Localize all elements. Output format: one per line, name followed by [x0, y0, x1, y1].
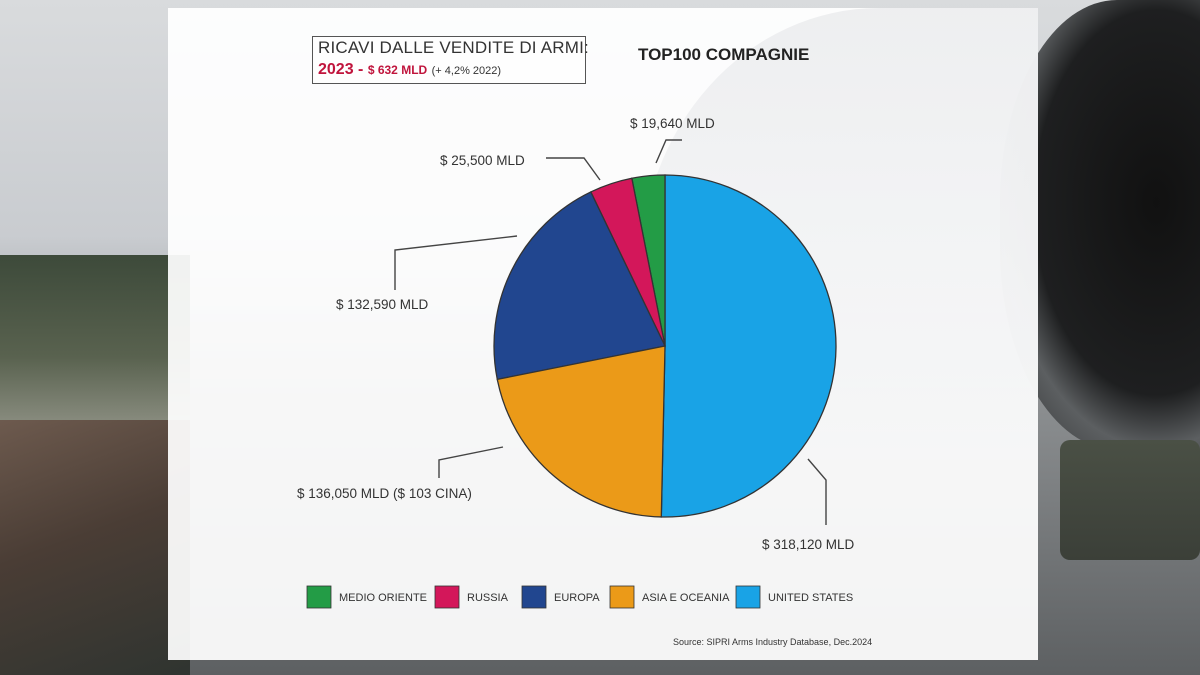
header-subtitle: 2023 - $ 632 MLD (+ 4,2% 2022) — [318, 61, 501, 79]
tank-left — [0, 420, 190, 675]
vehicle-right — [1060, 440, 1200, 560]
tree-line — [0, 255, 190, 425]
pie-slice-europa — [493, 191, 666, 381]
header-box — [312, 36, 586, 84]
leader-line-medio-oriente — [655, 139, 682, 164]
legend-label-europa: EUROPA — [554, 592, 600, 604]
leader-line-russia — [546, 157, 601, 181]
leader-line-united-states — [807, 458, 827, 525]
legend: MEDIO ORIENTE RUSSIA EUROPA ASIA E OCEANIA U… — [306, 585, 853, 609]
header-title: RICAVI DALLE VENDITE DI ARMI: — [318, 38, 589, 57]
header-delta: (+ 4,2% 2022) — [431, 65, 502, 77]
pie-slice-asia-e-oceania — [496, 345, 666, 518]
slice-label-medio-oriente: $ 19,640 MLD — [630, 116, 715, 131]
legend-label-united-states: UNITED STATES — [768, 592, 853, 604]
leader-lines — [394, 139, 827, 525]
legend-swatch-russia — [434, 585, 460, 609]
legend-swatch-asia-e-oceania — [609, 585, 635, 609]
legend-swatch-medio-oriente — [306, 585, 332, 609]
slice-label-russia: $ 25,500 MLD — [440, 153, 525, 168]
legend-label-medio-oriente: MEDIO ORIENTE — [339, 592, 427, 604]
legend-label-asia-e-oceania: ASIA E OCEANIA — [642, 592, 730, 604]
chart-title: TOP100 COMPAGNIE — [638, 45, 810, 64]
pie-slice-united-states — [660, 174, 837, 518]
leader-line-asia-e-oceania — [438, 446, 504, 478]
slice-label-europa: $ 132,590 MLD — [336, 297, 429, 312]
header-year: 2023 - — [318, 61, 364, 78]
pie-slices — [493, 174, 837, 518]
legend-swatch-united-states — [735, 585, 761, 609]
legend-swatch-europa — [521, 585, 547, 609]
leader-line-europa — [394, 235, 518, 290]
slice-label-united-states: $ 318,120 MLD — [762, 537, 855, 552]
header-total: $ 632 MLD — [367, 63, 428, 77]
source-note: Source: SIPRI Arms Industry Database, De… — [673, 637, 873, 647]
slice-labels: $ 318,120 MLD $ 19,640 MLD $ 25,500 MLD $ 1… — [297, 116, 855, 552]
slice-label-asia-e-oceania: $ 136,050 MLD ($ 103 CINA) — [297, 486, 472, 501]
legend-label-russia: RUSSIA — [467, 592, 509, 604]
